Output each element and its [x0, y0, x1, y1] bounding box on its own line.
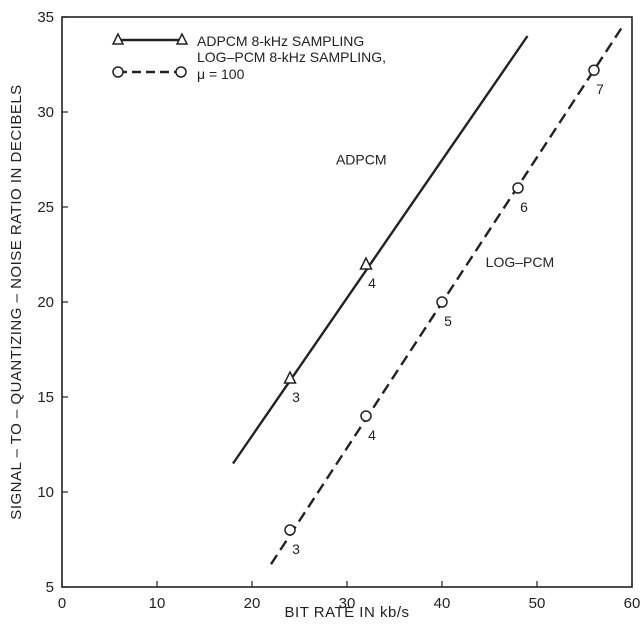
y-tick-label: 35	[37, 9, 54, 26]
adpcm-point-marker	[359, 256, 373, 270]
logpcm-point-marker	[284, 524, 296, 536]
x-tick-label: 40	[434, 595, 451, 612]
legend-adpcm-triangle-left	[111, 32, 125, 45]
y-tick-label: 10	[37, 484, 54, 501]
x-tick-label: 10	[149, 595, 166, 612]
adpcm-series-label: ADPCM	[336, 152, 387, 168]
y-tick-label: 25	[37, 199, 54, 216]
x-tick-label: 50	[529, 595, 546, 612]
plot-frame	[61, 16, 633, 588]
adpcm-series-line	[232, 35, 529, 465]
y-tick-label: 30	[37, 104, 54, 121]
legend-logpcm-circle-left	[112, 66, 124, 78]
x-tick-label: 60	[624, 595, 641, 612]
x-axis-ticks: 0 10 20 30 40 50 60	[58, 581, 641, 612]
y-axis-ticks: 5 10 15 20 25 30 35	[37, 9, 68, 596]
legend-adpcm-label: ADPCM 8-kHz SAMPLING	[197, 33, 364, 49]
legend-logpcm-label-line1: LOG–PCM 8-kHz SAMPLING,	[197, 49, 386, 65]
adpcm-point-label: 3	[292, 389, 300, 405]
y-tick-label: 15	[37, 389, 54, 406]
legend-adpcm-triangle-right	[175, 32, 189, 45]
logpcm-point-marker	[588, 64, 600, 76]
adpcm-point-label: 4	[368, 275, 376, 291]
adpcm-point-marker	[283, 370, 297, 384]
legend: ADPCM 8-kHz SAMPLING LOG–PCM 8-kHz SAMPL…	[111, 32, 386, 82]
y-tick-label: 5	[46, 579, 54, 596]
x-tick-label: 20	[244, 595, 261, 612]
x-tick-label: 0	[58, 595, 66, 612]
logpcm-series-line	[269, 25, 624, 565]
y-axis-title: SIGNAL – TO – QUANTIZING – NOISE RATIO I…	[8, 84, 25, 519]
logpcm-point-label: 4	[368, 427, 376, 443]
logpcm-point-marker	[436, 296, 448, 308]
logpcm-point-marker	[360, 410, 372, 422]
x-tick-label: 30	[339, 595, 356, 612]
logpcm-series-label: LOG–PCM	[486, 254, 554, 270]
series-group: 3 4 3 4 5 6 7 ADPCM LOG–PCM	[232, 25, 624, 565]
y-tick-label: 20	[37, 294, 54, 311]
legend-logpcm-label-line2: μ = 100	[197, 66, 245, 82]
logpcm-point-marker	[512, 182, 524, 194]
legend-logpcm-circle-right	[175, 66, 187, 78]
logpcm-point-label: 5	[444, 313, 452, 329]
logpcm-point-label: 6	[520, 199, 528, 215]
logpcm-point-label: 7	[596, 81, 604, 97]
logpcm-point-label: 3	[292, 541, 300, 557]
x-axis-title: BIT RATE IN kb/s	[285, 604, 410, 621]
